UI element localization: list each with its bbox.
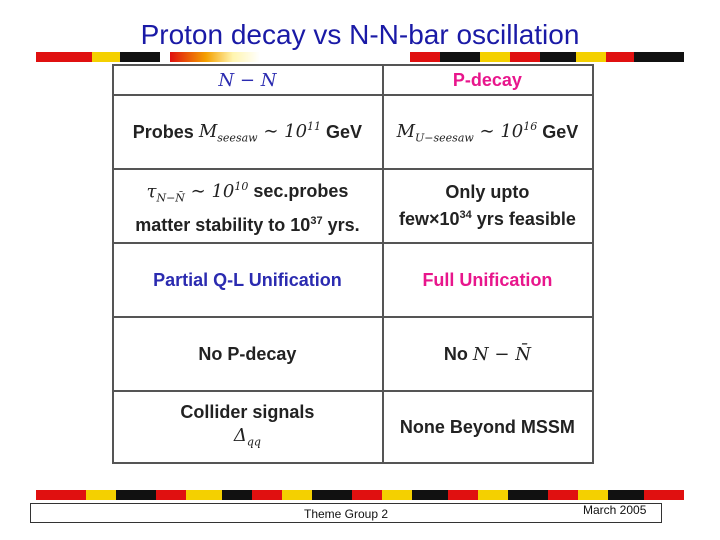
comparison-table: N − N P-decay Probes Mseesaw ∼ 1011 GeV … [112, 64, 594, 464]
row2-left-text3: yrs. [322, 214, 360, 235]
column-divider [382, 66, 384, 462]
row1-left-math: Mseesaw ∼ 1011 [198, 119, 322, 145]
footer-date: March 2005 [583, 503, 647, 517]
footer-theme-group: Theme Group 2 [304, 507, 389, 521]
row4-right-cell: No N − N̄ [383, 318, 592, 390]
table-row-unification: Partial Q-L Unification Full Unification [114, 244, 592, 318]
table-row-probes: Probes Mseesaw ∼ 1011 GeV MU−seesaw ∼ 10… [114, 96, 592, 170]
row1-left-cell: Probes Mseesaw ∼ 1011 GeV [114, 96, 381, 168]
header-nn-cell: N − N [114, 66, 381, 94]
row1-left-word: Probes [132, 121, 194, 142]
row1-right-unit: GeV [542, 121, 579, 142]
top-decorative-stripe [36, 52, 684, 62]
footer-box [30, 503, 662, 523]
row5-left-cell: Collider signals Δqq [114, 392, 381, 462]
row5-right-cell: None Beyond MSSM [399, 416, 575, 437]
row2-right-cell: Only upto few×1034 yrs feasible [399, 182, 576, 229]
table-header-row: N − N P-decay [114, 66, 592, 96]
row4-right-math: N − N̄ [472, 343, 531, 365]
row1-right-cell: MU−seesaw ∼ 1016 GeV [383, 96, 592, 168]
row3-left-cell: Partial Q-L Unification [153, 269, 342, 290]
row4-right-word: No [443, 343, 468, 364]
row5-left-line1: Collider signals [180, 401, 315, 422]
header-nn-math: N − N [218, 69, 277, 91]
row4-left-cell: No P-decay [198, 343, 297, 364]
row3-right-cell: Full Unification [422, 269, 553, 290]
bottom-decorative-stripe [36, 490, 684, 500]
row2-left-cell: τN−N̄ ∼ 1010 sec.probes matter stability… [135, 180, 360, 235]
table-row-collider: Collider signals Δqq None Beyond MSSM [114, 392, 592, 462]
row5-delta-math: Δqq [233, 424, 261, 449]
slide-title: Proton decay vs N-N-bar oscillation [140, 19, 580, 50]
table-row-stability: τN−N̄ ∼ 1010 sec.probes matter stability… [114, 170, 592, 244]
row2-right-line2a: few×10 [399, 209, 460, 229]
row2-left-text2: matter stability to 10 [135, 214, 311, 235]
row1-right-math: MU−seesaw ∼ 1016 [396, 119, 538, 145]
header-pdecay-cell: P-decay [452, 69, 522, 90]
row1-left-unit: GeV [326, 121, 363, 142]
row2-right-line1: Only upto [445, 182, 530, 202]
row2-left-text1: sec.probes [248, 181, 349, 202]
table-row-decay: No P-decay No N − N̄ [114, 318, 592, 392]
row2-tau-math: τN−N̄ ∼ 1010 [146, 180, 249, 205]
row2-right-line2b: yrs feasible [471, 209, 576, 229]
